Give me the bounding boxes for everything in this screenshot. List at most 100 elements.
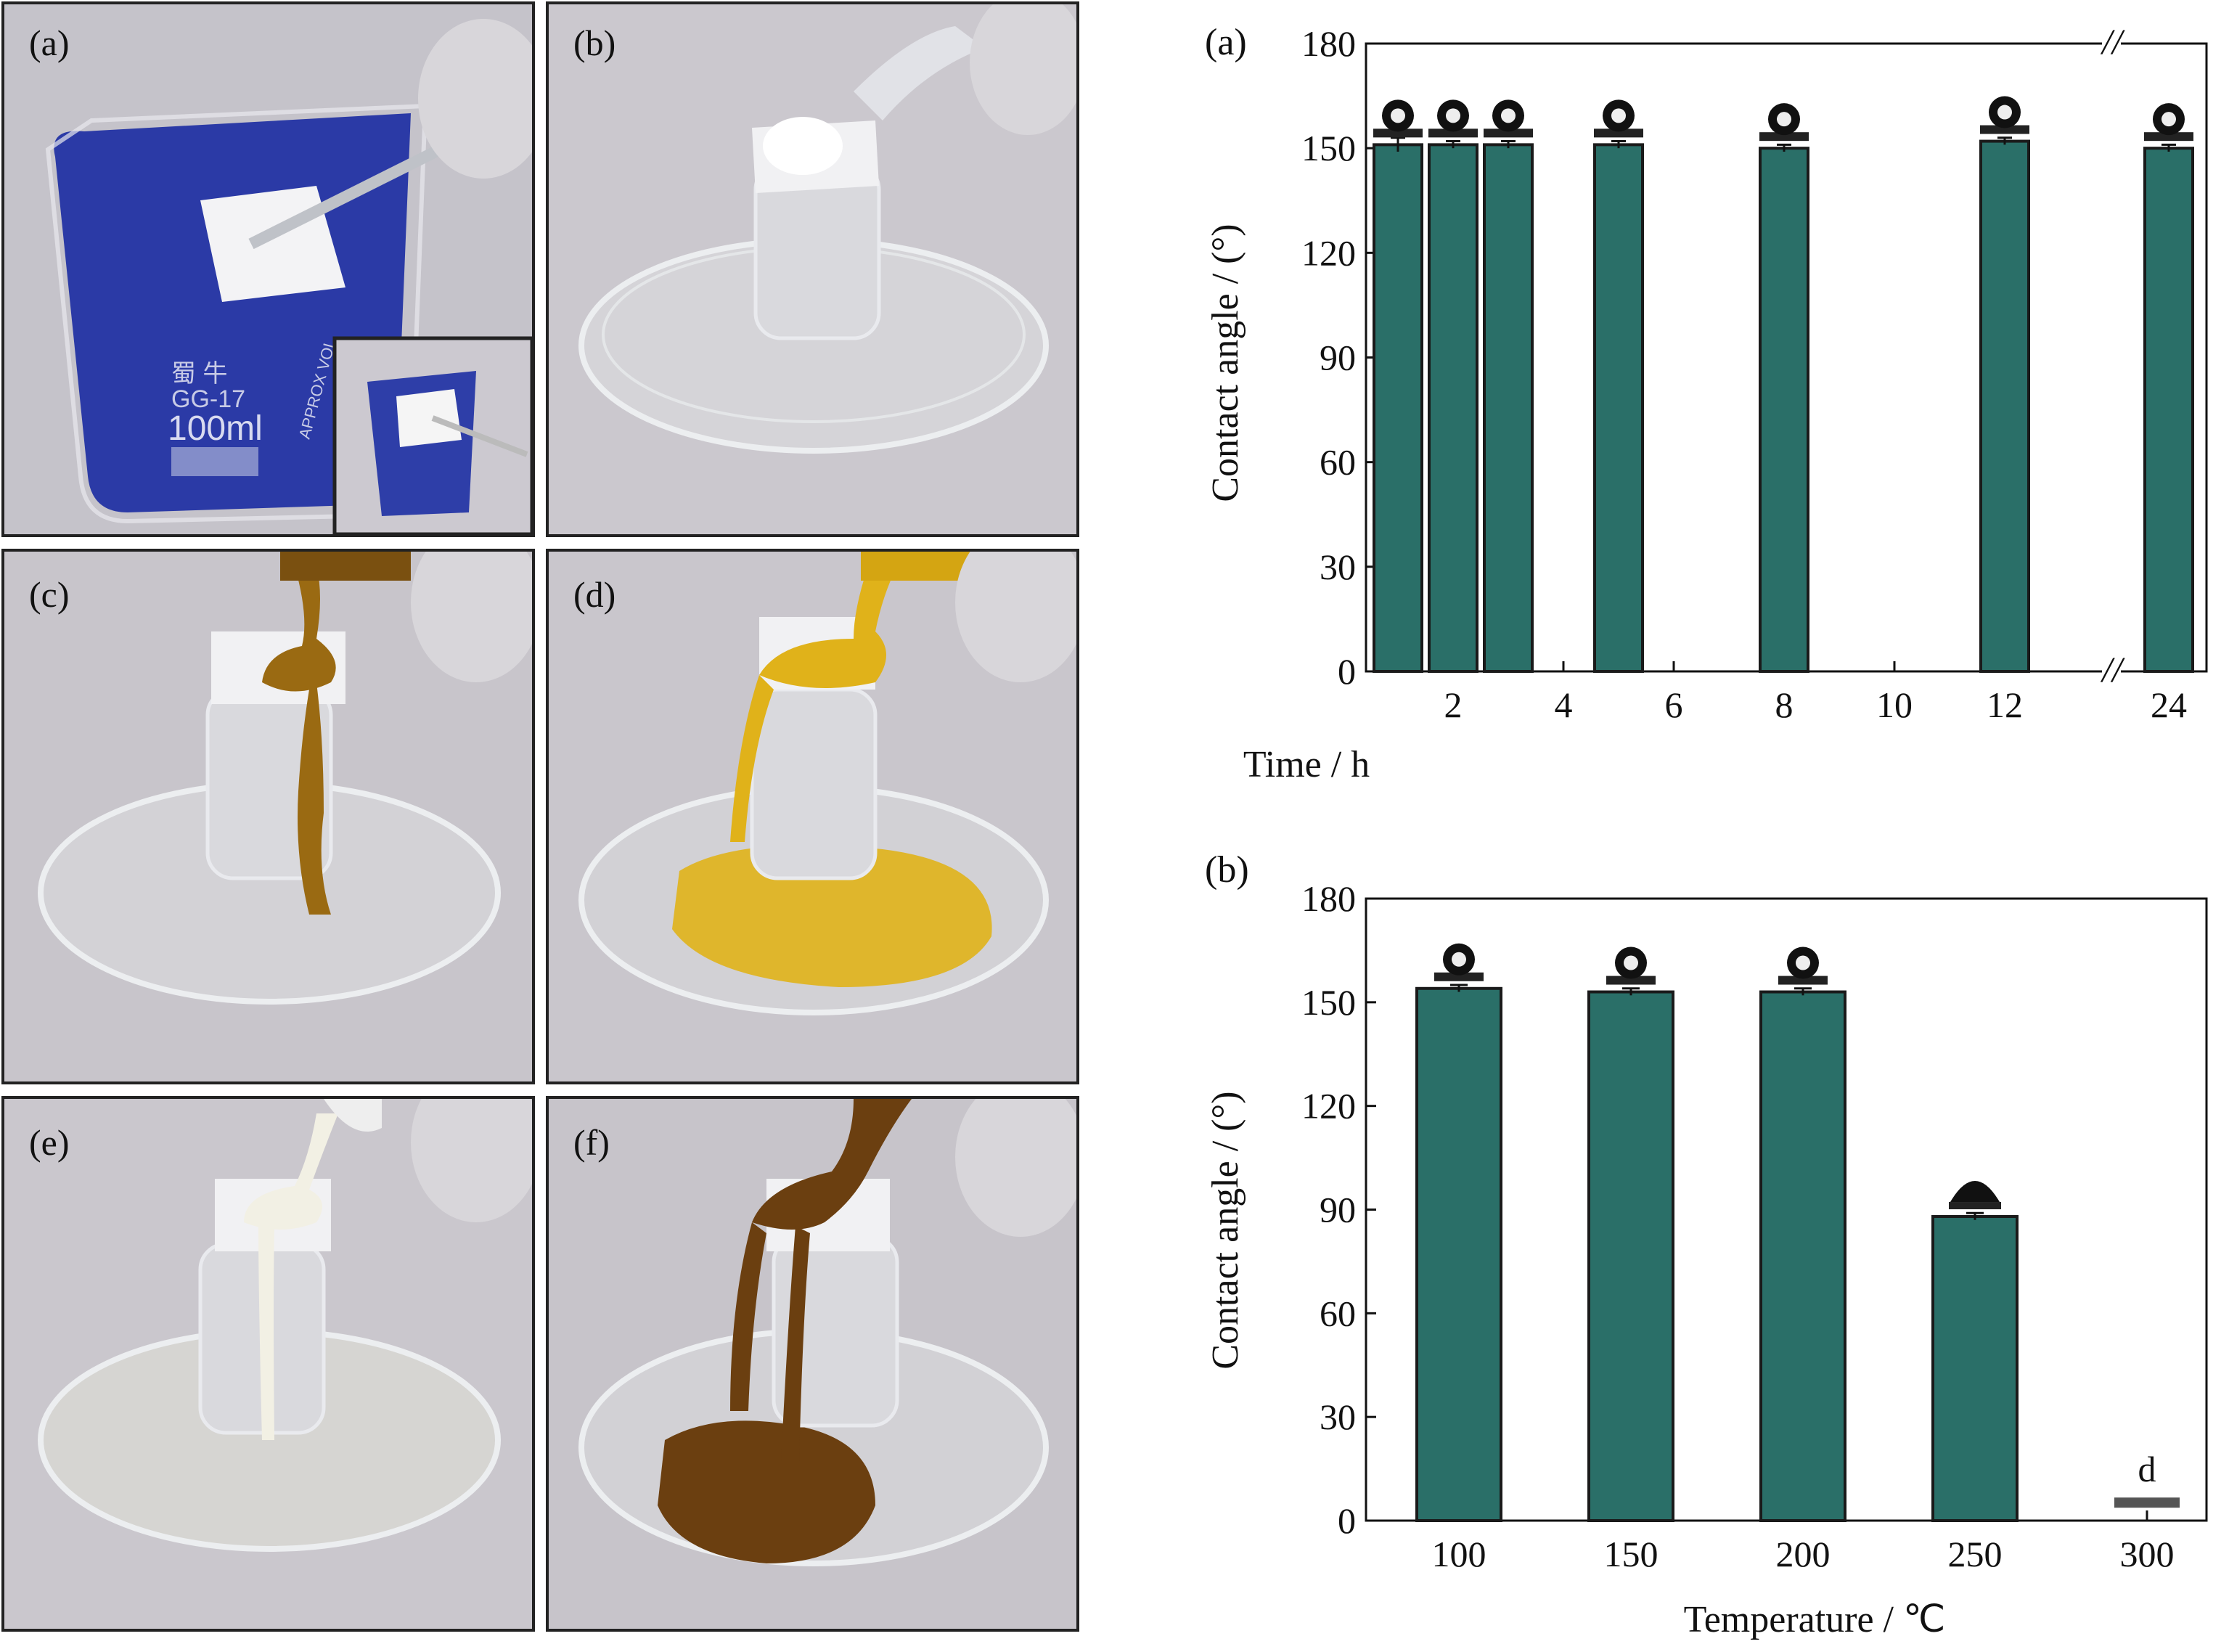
droplet-baseline-temp-1	[1606, 976, 1656, 985]
beaker-glass-text: GG-17	[171, 385, 245, 413]
chart-time-xtick-label-2: 6	[1665, 684, 1683, 725]
gloved-hand	[418, 19, 532, 179]
chart-temperature-xtick-label-0: 100	[1432, 1534, 1486, 1574]
bar-time-2h	[1428, 143, 1478, 674]
chart-time-xtick-label-5: 12	[1987, 684, 2023, 725]
photo-label-c: (c)	[29, 574, 70, 615]
droplet-baseline-time-5	[1980, 125, 2029, 134]
chart-temperature-xtick-label-1: 150	[1604, 1534, 1659, 1574]
bar-time-24h	[2143, 147, 2194, 673]
droplet-highlight-temp-1	[1624, 955, 1638, 970]
photo-f-image	[549, 1099, 1076, 1629]
droplet-highlight-time-1	[1446, 108, 1460, 123]
chart-time-xtick-label-6: 24	[2151, 684, 2187, 725]
photo-b-image	[549, 4, 1076, 534]
chart-time-svg: (a) Time / h Contact angle / (°) 0 30 60 90…	[1205, 21, 2208, 785]
droplet-highlight-time-3	[1611, 108, 1626, 123]
chart-time: (a) Time / h Contact angle / (°) 0 30 60 90…	[0, 0, 2229, 801]
chart-time-xtick-label-3: 8	[1775, 684, 1794, 725]
bar-time-1h	[1373, 143, 1423, 674]
photo-panel-e	[1, 1096, 535, 1632]
photo-a-image: 蜀 牛 GG-17 100ml APPROX VOL	[4, 4, 532, 534]
photo-d-image	[549, 552, 1076, 1081]
chart-temperature-ytick-label-6: 180	[1301, 878, 1356, 919]
sauce-stream	[752, 1099, 912, 1230]
chart-temperature-ylabel: Contact angle / (°)	[1205, 1091, 1246, 1369]
droplet-baseline-temp-0	[1434, 972, 1484, 981]
photo-panel-b	[546, 1, 1079, 537]
chart-time-ytick-label-1: 30	[1320, 547, 1356, 587]
chart-temperature-xtick-label-3: 250	[1948, 1534, 2003, 1574]
bar-time-12h	[1979, 139, 2030, 674]
chart-time-ytick-label-5: 150	[1301, 128, 1356, 168]
chart-time-break-mark-1: //	[2100, 649, 2125, 690]
droplet-highlight-time-6	[2161, 112, 2176, 127]
bar-temperature-300	[2114, 1497, 2180, 1508]
photo-panel-c	[1, 549, 535, 1084]
droplet-baseline-time-4	[1759, 132, 1809, 142]
droplet-highlight-time-0	[1391, 108, 1405, 123]
chart-temperature-annotation-0: d	[2138, 1449, 2156, 1489]
gloved-hand	[955, 1099, 1076, 1237]
chart-temperature-ytick-label-1: 30	[1320, 1397, 1356, 1437]
chart-time-ytick-label-3: 90	[1320, 338, 1356, 378]
droplet-baseline-temp-3	[1949, 1202, 2001, 1210]
droplet-baseline-time-1	[1428, 128, 1478, 138]
photo-label-b: (b)	[573, 23, 616, 63]
chart-time-ytick-label-4: 120	[1301, 232, 1356, 273]
chart-temperature-panel-label: (b)	[1205, 849, 1249, 891]
sauce-pool	[658, 1420, 875, 1563]
gloved-hand	[411, 552, 532, 682]
photo-panel-a: 蜀 牛 GG-17 100ml APPROX VOL	[1, 1, 535, 537]
chart-time-ylabel: Contact angle / (°)	[1205, 224, 1246, 502]
photo-e-image	[4, 1099, 532, 1629]
chart-time-break-gap-0	[2102, 33, 2121, 54]
gloved-hand	[970, 4, 1076, 135]
photo-label-a: (a)	[29, 23, 70, 63]
chart-temperature-ytick-label-3: 90	[1320, 1190, 1356, 1230]
photo-label-f: (f)	[573, 1122, 610, 1163]
photo-panel-f	[546, 1096, 1079, 1632]
chart-temperature-ytick-label-4: 120	[1301, 1086, 1356, 1126]
bar-time-3h	[1483, 143, 1534, 674]
chart-time-break-gap-1	[2102, 661, 2121, 682]
bar-temperature-250	[1931, 1215, 2019, 1522]
chart-time-xtick-label-0: 2	[1444, 684, 1463, 725]
droplet-cap-temp-3	[1950, 1181, 2000, 1203]
tweezers	[248, 129, 472, 250]
bar-temperature-200	[1759, 990, 1846, 1523]
droplet-highlight-time-5	[1997, 105, 2012, 120]
droplet-highlight-time-4	[1777, 112, 1791, 127]
milk-stream	[244, 1113, 338, 1230]
pouring-beaker	[854, 26, 984, 120]
beaker-brand-text: 蜀 牛	[171, 360, 227, 388]
chart-time-xlabel: Time / h	[1243, 744, 1370, 785]
chart-time-xtick-label-4: 10	[1876, 684, 1913, 725]
chart-time-ytick-label-0: 0	[1338, 651, 1356, 692]
beaker-volume-text: 100ml	[168, 409, 263, 448]
chart-time-ytick-label-6: 180	[1301, 23, 1356, 64]
droplet-highlight-temp-2	[1796, 955, 1810, 970]
chart-temperature-ytick-label-0: 0	[1338, 1500, 1356, 1541]
gloved-hand	[955, 552, 1076, 682]
bar-temperature-100	[1415, 986, 1502, 1523]
droplet-baseline-time-2	[1484, 128, 1533, 138]
chart-time-panel-label: (a)	[1205, 22, 1247, 63]
photo-label-d: (d)	[573, 574, 616, 615]
oil-stream	[759, 566, 897, 688]
chart-time-ytick-label-2: 60	[1320, 442, 1356, 483]
photo-panel-d	[546, 549, 1079, 1084]
gloved-hand	[411, 1099, 532, 1222]
droplet-baseline-time-0	[1373, 128, 1423, 138]
photo-c-image	[4, 552, 532, 1081]
droplet-baseline-temp-2	[1778, 976, 1828, 985]
chart-temperature-ytick-label-2: 60	[1320, 1293, 1356, 1333]
chart-time-break-mark-0: //	[2100, 21, 2125, 62]
inset-photo	[332, 336, 532, 534]
oil-pool	[672, 845, 992, 987]
droplet-highlight-time-2	[1501, 108, 1516, 123]
chart-temperature-xtick-label-4: 300	[2120, 1534, 2175, 1574]
chart-time-xtick-label-1: 4	[1555, 684, 1573, 725]
